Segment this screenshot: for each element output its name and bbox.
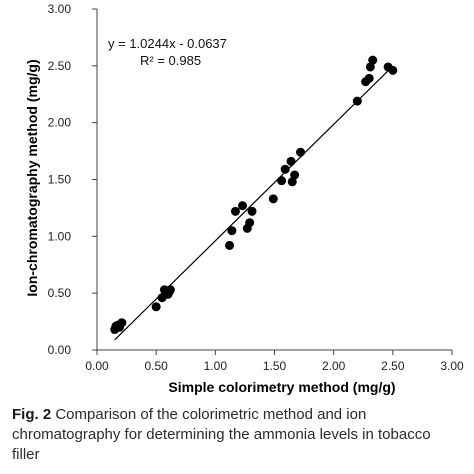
- data-point: [364, 73, 374, 83]
- data-point: [151, 302, 161, 312]
- y-tick-labels: 0.00 0.50 1.00 1.50 2.00 2.50 3.00: [48, 2, 72, 357]
- y-tick-label: 2.00: [48, 116, 72, 130]
- data-point: [268, 194, 278, 204]
- x-tick-label: 2.50: [381, 359, 405, 373]
- figure-caption: Fig. 2 Comparison of the colorimetric me…: [12, 405, 462, 465]
- data-point: [238, 201, 248, 211]
- y-tick-label: 1.50: [48, 173, 72, 187]
- x-tick-label: 1.50: [263, 359, 287, 373]
- y-tick-label: 3.00: [48, 2, 72, 16]
- data-point: [352, 96, 362, 106]
- r-squared-label: R² = 0.985: [140, 53, 201, 68]
- data-point: [286, 156, 296, 166]
- data-point: [247, 206, 257, 216]
- data-point: [296, 147, 306, 157]
- data-point: [388, 65, 398, 75]
- x-tick-label: 0.50: [144, 359, 168, 373]
- trendline: [114, 65, 394, 341]
- data-point: [277, 176, 287, 186]
- data-point: [225, 240, 235, 250]
- data-point: [227, 226, 237, 236]
- data-point: [287, 177, 297, 187]
- regression-equation: y = 1.0244x - 0.0637: [108, 36, 227, 51]
- x-tick-label: 3.00: [440, 359, 464, 373]
- data-point: [280, 164, 290, 174]
- data-point: [245, 218, 255, 228]
- data-point: [290, 170, 300, 180]
- x-tick-label: 0.00: [85, 359, 109, 373]
- y-tick-label: 0.00: [48, 343, 72, 357]
- data-point: [230, 206, 240, 216]
- caption-text: Comparison of the colorimetric method an…: [12, 406, 431, 463]
- data-point: [117, 318, 127, 328]
- data-point: [165, 285, 175, 295]
- data-point: [368, 55, 378, 65]
- y-tick-label: 1.00: [48, 229, 72, 243]
- x-tick-label: 2.00: [322, 359, 346, 373]
- caption-label: Fig. 2: [12, 406, 52, 423]
- y-axis-label: Ion-chromatography method (mg/g): [24, 59, 40, 296]
- data-points: [110, 55, 398, 335]
- x-axis-label: Simple colorimetry method (mg/g): [168, 379, 395, 395]
- y-tick-label: 0.50: [48, 286, 72, 300]
- data-point: [365, 62, 375, 72]
- y-tick-label: 2.50: [48, 59, 72, 73]
- x-tick-labels: 0.00 0.50 1.00 1.50 2.00 2.50 3.00: [85, 359, 464, 373]
- axes: [92, 8, 453, 355]
- x-tick-label: 1.00: [204, 359, 228, 373]
